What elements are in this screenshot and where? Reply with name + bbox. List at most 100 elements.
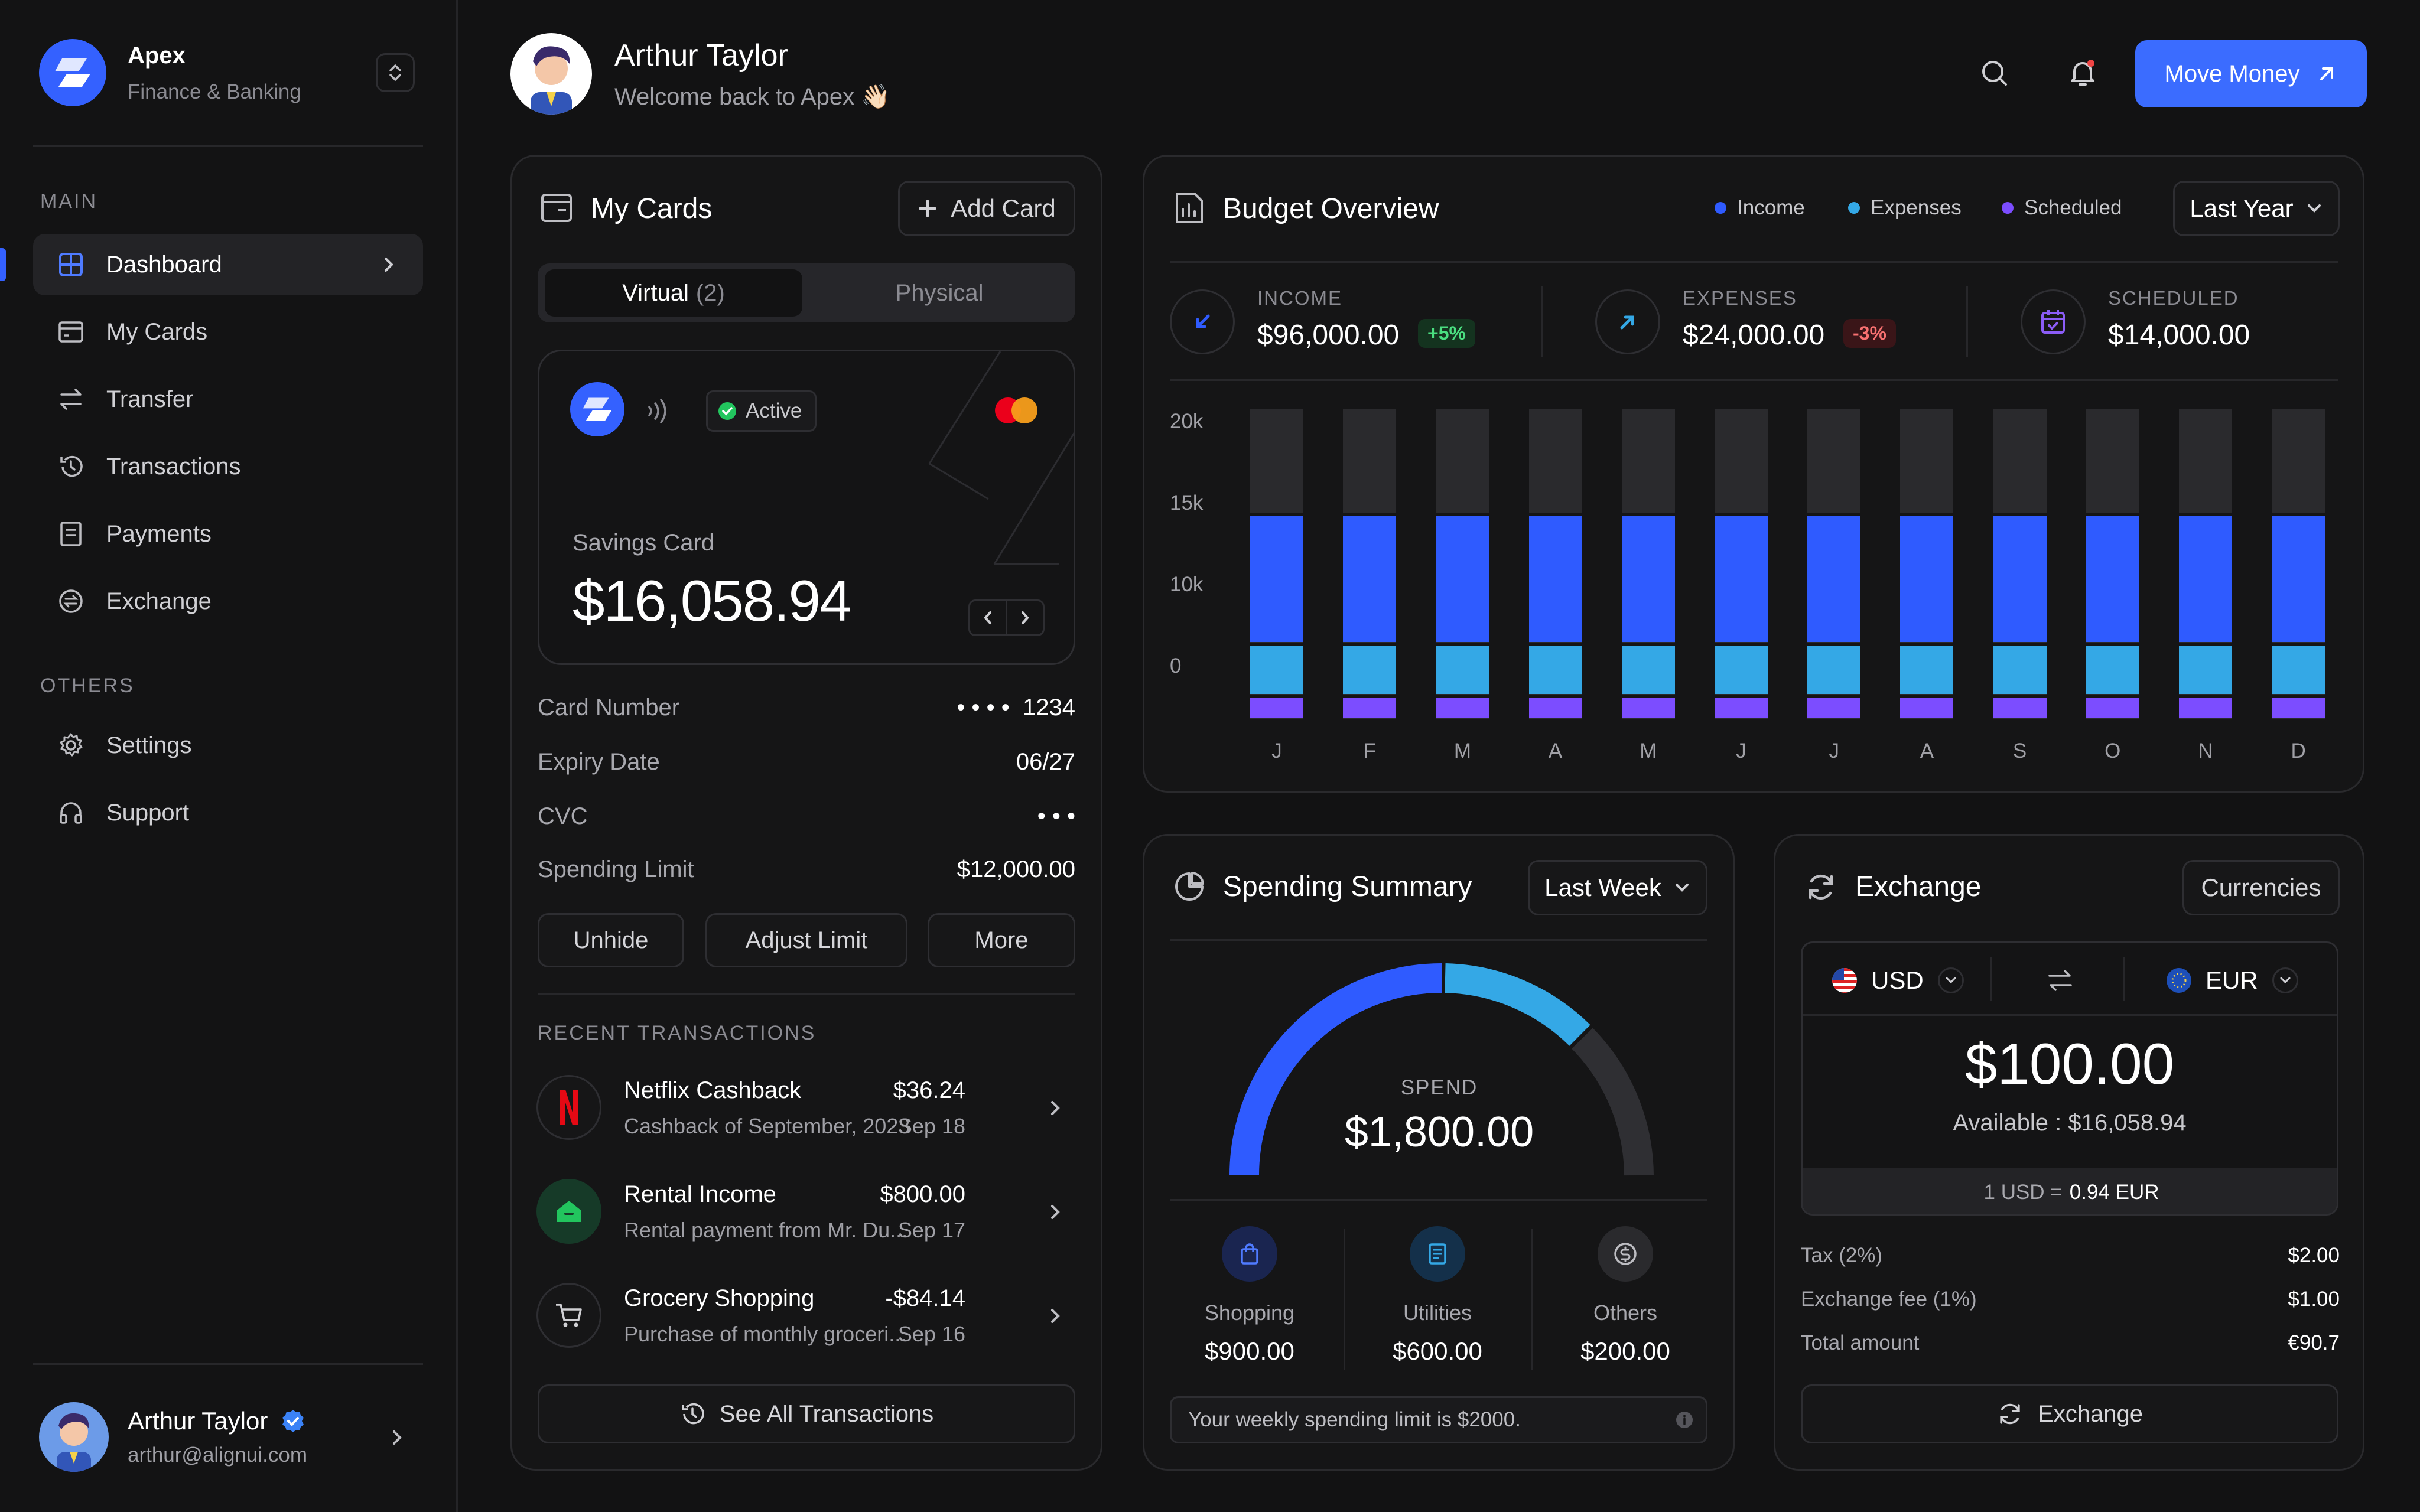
sidebar-item-transfer[interactable]: Transfer <box>33 369 423 430</box>
spending-summary-title: Spending Summary <box>1223 871 1472 902</box>
legend-label: Expenses <box>1871 196 1962 219</box>
x-tick-label: A <box>1548 739 1563 762</box>
x-tick-label: J <box>1829 739 1839 762</box>
bar-scheduled <box>1621 695 1675 718</box>
exchange-button[interactable]: Exchange <box>1801 1384 2338 1443</box>
bar-income <box>1900 513 1954 642</box>
chevron-right-icon <box>385 258 393 272</box>
brand-name: Apex <box>128 43 186 69</box>
x-tick-label: O <box>2105 739 2121 762</box>
user-profile[interactable]: Arthur Taylor arthur@alignui.com <box>33 1394 423 1482</box>
grid-icon <box>56 249 86 280</box>
notifications-button[interactable] <box>2064 54 2101 91</box>
shopping-category-icon <box>1222 1226 1277 1282</box>
transaction-row[interactable]: Grocery Shopping Purchase of monthly gro… <box>536 1277 1068 1354</box>
chevron-up-down-icon <box>389 64 401 81</box>
to-currency-select[interactable]: EUR <box>2165 959 2298 1002</box>
tab-physical[interactable]: Physical <box>809 269 1069 317</box>
arrow-down-left-icon <box>1196 314 1210 328</box>
tab-virtual-label: Virtual <box>622 279 689 306</box>
tax-value: $2.00 <box>2288 1244 2340 1267</box>
shopping-bag-icon <box>1241 1243 1258 1265</box>
spend-gauge <box>1229 963 1654 1176</box>
spending-period-value: Last Week <box>1544 874 1661 901</box>
more-button[interactable]: More <box>928 913 1075 967</box>
transaction-subtitle: Purchase of monthly groceri... <box>624 1322 907 1346</box>
bar-expenses <box>1528 643 1582 694</box>
add-card-button[interactable]: Add Card <box>898 181 1075 236</box>
expenses-stat-icon <box>1595 289 1660 354</box>
see-all-transactions-button[interactable]: See All Transactions <box>538 1384 1075 1443</box>
transaction-row[interactable]: Rental Income Rental payment from Mr. Du… <box>536 1173 1068 1250</box>
expiry-date-value: 06/27 <box>1016 749 1075 775</box>
brand-tagline: Finance & Banking <box>128 80 301 103</box>
sidebar-item-label: Exchange <box>106 588 212 614</box>
transaction-date: Sep 18 <box>897 1114 965 1138</box>
transaction-amount: $36.24 <box>893 1077 965 1103</box>
sidebar-item-exchange[interactable]: Exchange <box>33 571 423 632</box>
tab-virtual[interactable]: Virtual (2) <box>545 269 802 317</box>
shopping-label: Shopping <box>1204 1301 1295 1325</box>
exchange-rate-right: 0.94 EUR <box>2069 1181 2159 1204</box>
sidebar-item-settings[interactable]: Settings <box>33 715 423 776</box>
spending-period-select[interactable]: Last Week <box>1528 860 1707 915</box>
others-section-label: OTHERS <box>40 674 135 697</box>
period-select[interactable]: Last Year <box>2173 181 2340 236</box>
scheduled-value: $14,000.00 <box>2108 320 2250 351</box>
card-balance: $16,058.94 <box>573 568 851 633</box>
sidebar-item-label: Support <box>106 799 190 826</box>
sidebar-item-payments[interactable]: Payments <box>33 503 423 565</box>
swap-currency-button[interactable] <box>2044 966 2077 995</box>
gauge-segment-utilities <box>1445 963 1590 1046</box>
card-number-label: Card Number <box>538 695 680 721</box>
x-tick-label: S <box>2012 739 2027 762</box>
sidebar-item-transactions[interactable]: Transactions <box>33 436 423 497</box>
bar-income <box>1250 513 1303 642</box>
x-tick-label: D <box>2291 739 2306 762</box>
expenses-change-badge: -3% <box>1843 319 1896 348</box>
income-label: INCOME <box>1257 287 1342 309</box>
sidebar-item-my-cards[interactable]: My Cards <box>33 301 423 363</box>
from-currency-select[interactable]: USD <box>1831 959 1964 1002</box>
sidebar-item-support[interactable]: Support <box>33 782 423 843</box>
see-all-label: See All Transactions <box>719 1400 934 1427</box>
x-tick-label: N <box>2198 739 2213 762</box>
check-circle-icon <box>718 402 736 420</box>
income-change-badge: +5% <box>1418 319 1475 348</box>
bar-income <box>2179 513 2232 642</box>
bar-expenses <box>1250 643 1303 694</box>
spending-limit-value: $12,000.00 <box>957 856 1075 882</box>
bar-scheduled <box>1436 695 1489 718</box>
move-money-button[interactable]: Move Money <box>2135 40 2367 107</box>
brand-logo <box>39 39 106 106</box>
transaction-row[interactable]: Netflix Cashback Cashback of September, … <box>536 1069 1068 1146</box>
card-prev-button[interactable] <box>968 599 1007 636</box>
savings-card[interactable]: Active Savings Card $16,058.94 <box>538 350 1075 665</box>
transaction-amount: -$84.14 <box>885 1285 965 1311</box>
chevron-right-icon <box>1051 1309 1060 1323</box>
period-select-value: Last Year <box>2190 194 2294 222</box>
transaction-title: Netflix Cashback <box>624 1077 802 1103</box>
unhide-button[interactable]: Unhide <box>538 913 684 967</box>
adjust-limit-button[interactable]: Adjust Limit <box>705 913 908 967</box>
exchange-fee-label: Exchange fee (1%) <box>1801 1288 1977 1311</box>
to-currency-label: EUR <box>2206 966 2258 994</box>
sidebar-item-dashboard[interactable]: Dashboard <box>33 234 423 295</box>
gear-icon <box>56 730 86 761</box>
transaction-subtitle: Cashback of September, 2023 <box>624 1114 910 1138</box>
exchange-amount[interactable]: $100.00 <box>1964 1031 2175 1096</box>
workspace-switcher-button[interactable] <box>376 53 415 92</box>
legend-expenses: Expenses <box>1848 196 1962 220</box>
mastercard-logo <box>995 397 1037 423</box>
wallet-icon <box>541 194 572 222</box>
scheduled-label: SCHEDULED <box>2108 287 2239 309</box>
chevron-right-icon <box>1051 1101 1060 1115</box>
legend-dot <box>2002 202 2014 214</box>
currencies-button[interactable]: Currencies <box>2182 860 2340 915</box>
available-balance: Available : $16,058.94 <box>1953 1110 2187 1136</box>
search-button[interactable] <box>1977 56 2012 91</box>
sidebar-item-label: Settings <box>106 732 192 758</box>
card-next-button[interactable] <box>1006 599 1045 636</box>
spending-note-text: Your weekly spending limit is $2000. <box>1188 1408 1521 1431</box>
